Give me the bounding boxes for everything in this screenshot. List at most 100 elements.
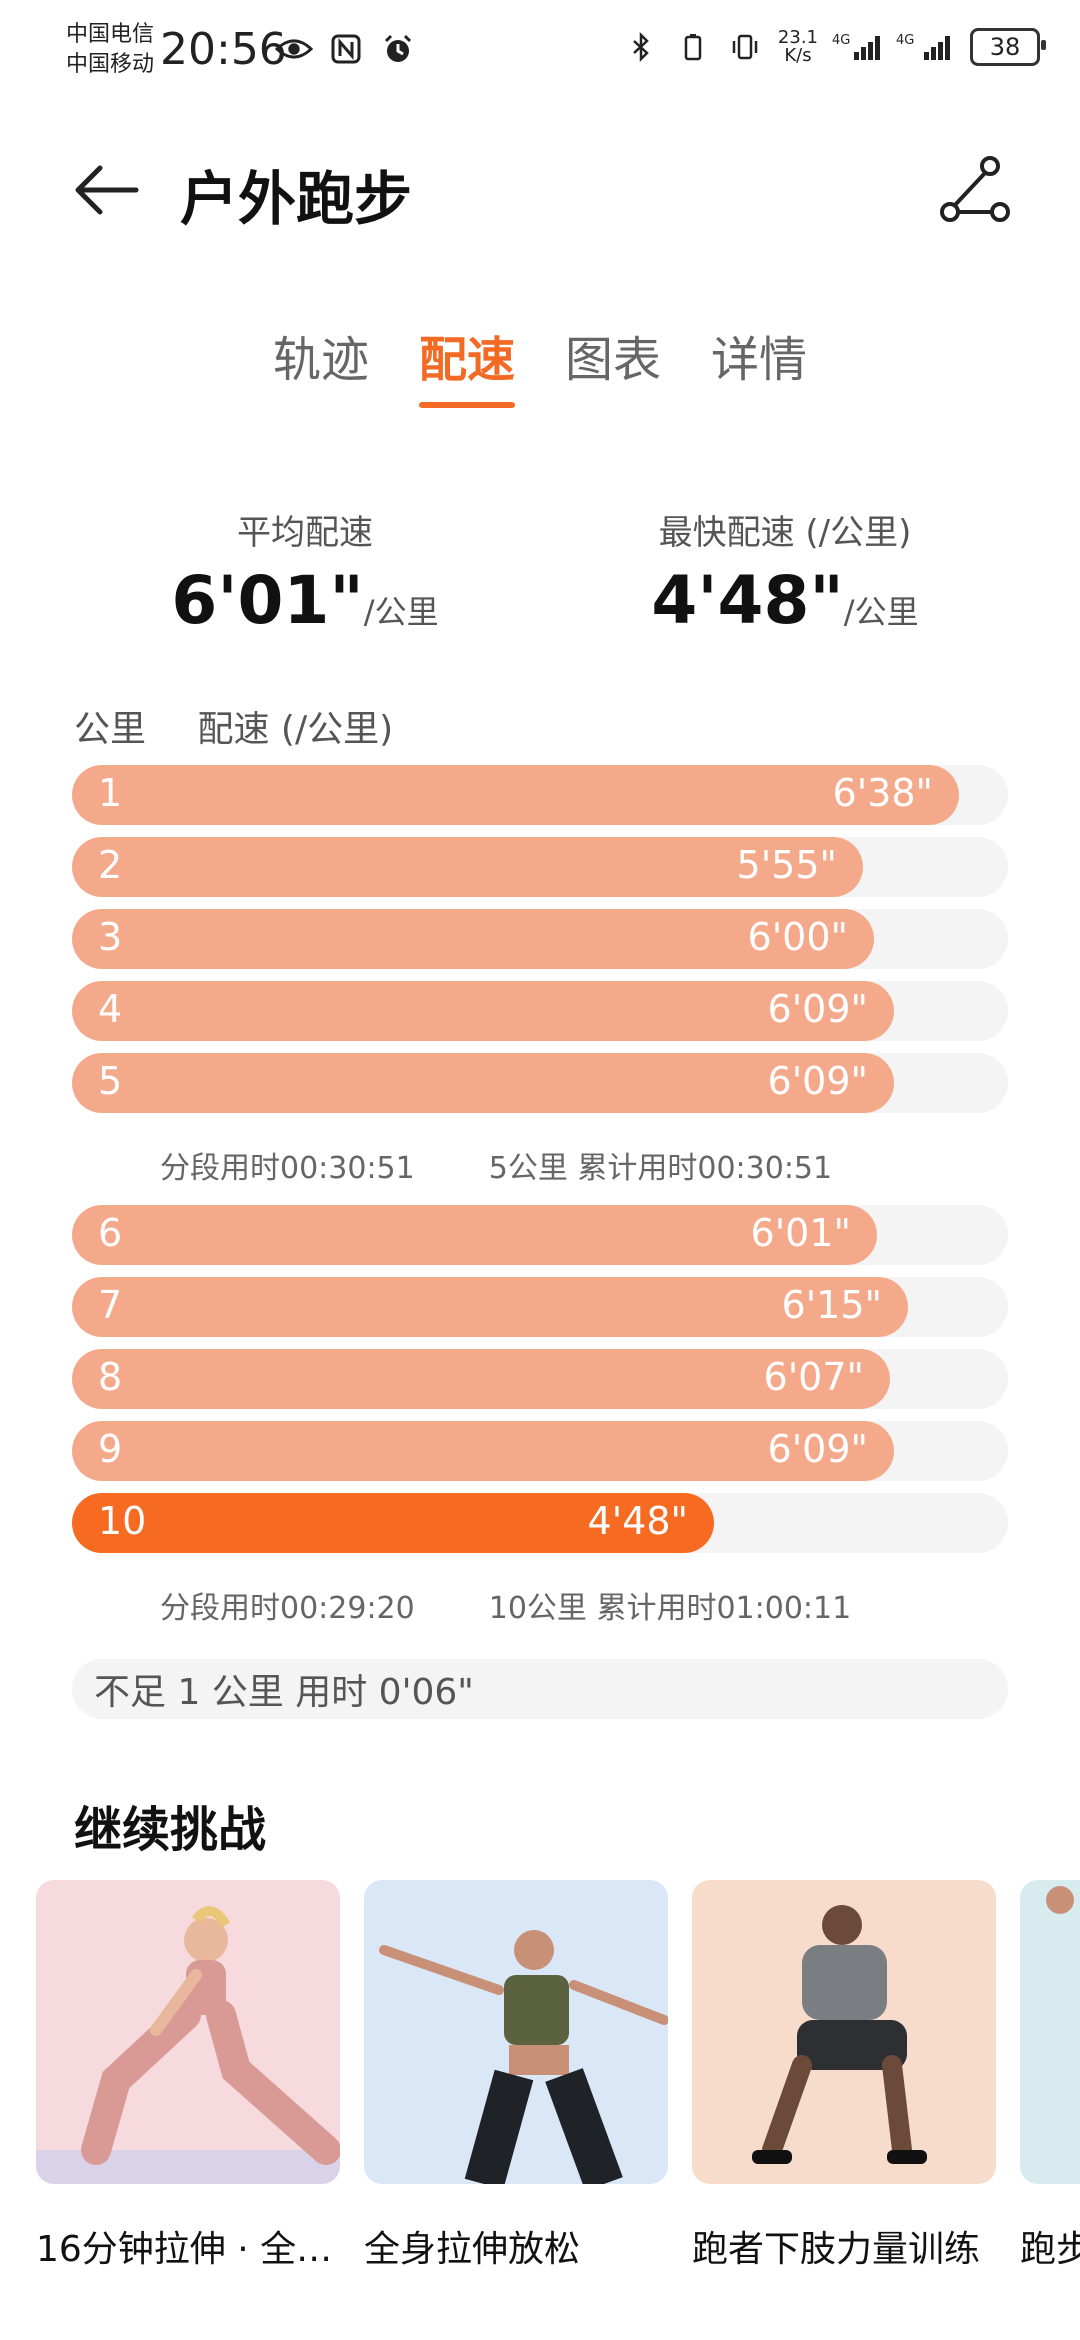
carrier-2: 中国移动 (66, 52, 155, 77)
card-thumbnail (364, 1880, 668, 2184)
tab-pace[interactable]: 配速 (418, 320, 516, 408)
cumulative-time: 10公里 累计用时01:00:11 (488, 1591, 852, 1626)
pace-value: 4'48" (587, 1499, 688, 1543)
pace-bar (72, 1053, 894, 1113)
tab-track[interactable]: 轨迹 (272, 332, 369, 388)
avg-pace-unit: /公里 (363, 593, 439, 631)
challenge-card[interactable]: 全身拉伸放松 (364, 1880, 668, 2272)
pace-value: 5'55" (736, 843, 837, 887)
segment-summary: 分段用时00:30:51 5公里 累计用时00:30:51 (72, 1125, 1008, 1205)
bluetooth-icon (622, 28, 660, 66)
challenge-card[interactable]: 跑者下肢力量训练 (692, 1880, 996, 2272)
pace-bar (72, 1421, 894, 1481)
card-caption: 跑者下肢力量训练 (692, 2229, 981, 2270)
carrier-1: 中国电信 (66, 22, 155, 47)
pace-bar (72, 1277, 908, 1337)
card-thumbnail (36, 1880, 340, 2184)
svg-text:4G: 4G (832, 33, 850, 48)
share-icon (940, 156, 1010, 222)
split-row: 3 6'00" (72, 909, 1008, 969)
km-number: 2 (98, 843, 123, 887)
card-thumbnail (1020, 1880, 1080, 2184)
pace-bar (72, 981, 894, 1041)
avg-pace-stat: 平均配速 6'01"/公里 (170, 505, 440, 639)
svg-text:4G: 4G (896, 33, 914, 48)
tab-chart[interactable]: 图表 (565, 332, 662, 388)
tab-bar: 轨迹 配速 图表 详情 (0, 320, 1080, 408)
pace-value: 6'09" (767, 1427, 868, 1471)
split-row: 8 6'07" (72, 1349, 1008, 1409)
split-table-header: 公里 配速 (/公里) (74, 700, 433, 752)
pace-bar (72, 909, 874, 969)
km-number: 8 (98, 1355, 123, 1399)
km-number: 3 (98, 915, 123, 959)
split-row: 1 6'38" (72, 765, 1008, 825)
section-title-challenge: 继续挑战 (74, 1802, 267, 1858)
page-title: 户外跑步 (180, 165, 413, 233)
cumulative-time: 5公里 累计用时00:30:51 (488, 1151, 833, 1186)
km-number: 7 (98, 1283, 123, 1327)
pace-bar (72, 765, 959, 825)
segment-time: 分段用时00:29:20 (160, 1591, 415, 1626)
pace-value: 6'15" (781, 1283, 882, 1327)
pace-value: 6'07" (763, 1355, 864, 1399)
pace-value: 6'01" (750, 1211, 851, 1255)
back-button[interactable] (70, 160, 140, 220)
card-caption: 16分钟拉伸 · 全… (36, 2229, 333, 2270)
avg-pace-label: 平均配速 (237, 513, 373, 553)
km-number: 4 (98, 987, 123, 1031)
km-number: 6 (98, 1211, 123, 1255)
km-number: 9 (98, 1427, 123, 1471)
avg-pace-value: 6'01"/公里 (171, 562, 439, 639)
pace-bar (72, 1493, 714, 1553)
app-header: 户外跑步 (0, 140, 1080, 240)
split-bars: 1 6'38" 2 5'55" 3 6'00" 4 6'09" 5 6'09" 分段用时00:30:… (72, 765, 1008, 1719)
battery-indicator: 38 (970, 28, 1046, 66)
pace-bar (72, 837, 863, 897)
split-row: 4 6'09" (72, 981, 1008, 1041)
signal-2-icon: 4G (896, 28, 956, 66)
km-number: 5 (98, 1059, 123, 1103)
fastest-pace-label: 最快配速 (/公里) (658, 513, 912, 553)
challenge-card[interactable]: 16分钟拉伸 · 全… (36, 1880, 340, 2272)
card-caption: 全身拉伸放松 (364, 2229, 581, 2270)
eye-icon (275, 30, 313, 68)
pace-value: 6'09" (767, 987, 868, 1031)
share-button[interactable] (940, 154, 1010, 224)
network-speed: 23.1 K/s (777, 27, 818, 66)
split-row: 7 6'15" (72, 1277, 1008, 1337)
under-one-km: 不足 1 公里 用时 0'06" (72, 1659, 1008, 1719)
challenge-cards: 16分钟拉伸 · 全… 全身拉伸放松 (36, 1880, 1080, 2272)
km-column-label: 公里 (74, 709, 147, 750)
km-number: 10 (98, 1499, 147, 1543)
nfc-icon (327, 30, 365, 68)
fastest-pace-unit: /公里 (843, 593, 919, 631)
pace-value: 6'00" (747, 915, 848, 959)
km-number: 1 (98, 771, 123, 815)
card-thumbnail (692, 1880, 996, 2184)
challenge-card[interactable]: 跑步 (1020, 1880, 1080, 2272)
vibrate-icon (726, 28, 764, 66)
split-row: 5 6'09" (72, 1053, 1008, 1113)
pace-bar (72, 1205, 877, 1265)
fastest-pace-value: 4'48"/公里 (651, 562, 919, 639)
battery-saver-icon (674, 28, 712, 66)
back-arrow-icon (75, 165, 139, 215)
segment-time: 分段用时00:30:51 (160, 1151, 415, 1186)
split-row: 10 4'48" (72, 1493, 1008, 1553)
fastest-pace-stat: 最快配速 (/公里) 4'48"/公里 (620, 505, 950, 639)
status-bar: 中国电信 中国移动 20:56 23.1 K/s 4G 4G (0, 0, 1080, 105)
pace-value: 6'09" (767, 1059, 868, 1103)
card-caption: 跑步 (1020, 2229, 1080, 2270)
pace-column-label: 配速 (/公里) (197, 709, 394, 750)
pace-bar (72, 1349, 890, 1409)
signal-1-icon: 4G (832, 28, 882, 66)
alarm-icon (379, 30, 417, 68)
status-time: 20:56 (160, 24, 287, 75)
pace-value: 6'38" (832, 771, 933, 815)
tab-details[interactable]: 详情 (711, 332, 808, 388)
segment-summary: 分段用时00:29:20 10公里 累计用时01:00:11 (72, 1565, 1008, 1645)
split-row: 6 6'01" (72, 1205, 1008, 1265)
split-row: 9 6'09" (72, 1421, 1008, 1481)
split-row: 2 5'55" (72, 837, 1008, 897)
